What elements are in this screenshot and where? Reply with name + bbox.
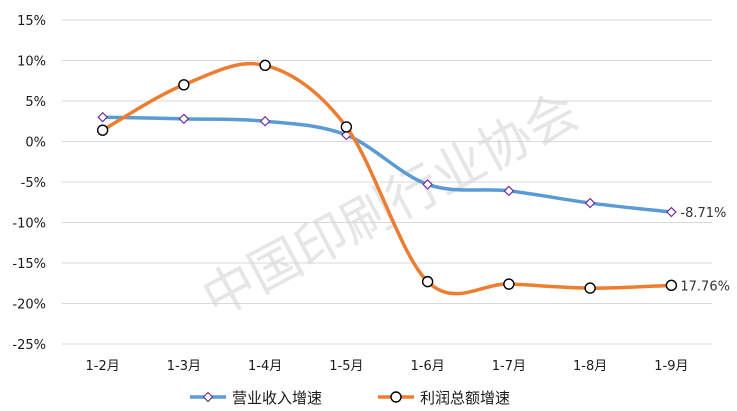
- y-tick-label: 15%: [17, 14, 46, 29]
- legend-item-2: 利润总额增速: [378, 389, 510, 407]
- data-point-circle: [259, 59, 271, 72]
- legend-marker-circle: [390, 391, 402, 403]
- data-point-circle: [665, 279, 678, 292]
- data-point-circle: [96, 124, 109, 136]
- y-tick-label: 5%: [25, 95, 46, 110]
- legend-item-1: 营业收入增速: [190, 389, 322, 407]
- watermark: 中国印刷行业协会: [193, 81, 588, 329]
- series-layer: -8.71% 17.76%: [96, 59, 730, 296]
- data-point-diamond: [97, 111, 108, 123]
- legend-label: 利润总额增速: [420, 389, 510, 407]
- x-tick-label: 1-7月: [492, 359, 526, 374]
- y-tick-label: -25%: [12, 338, 46, 353]
- data-point-diamond: [422, 179, 433, 190]
- data-point-diamond: [259, 115, 271, 127]
- x-axis: 1-2月 1-3月 1-4月 1-5月 1-6月 1-7月 1-8月 1-9月: [86, 359, 689, 374]
- y-tick-label: -10%: [12, 217, 46, 232]
- series-line: [100, 115, 674, 214]
- gridlines: [62, 19, 712, 345]
- y-axis: 15% 10% 5% 0% -5% -10% -15% -20% -25%: [12, 14, 46, 353]
- data-point-circle: [421, 275, 434, 288]
- series-2: 17.76%: [96, 59, 730, 296]
- series-line: [100, 61, 674, 296]
- data-point-diamond: [666, 206, 677, 218]
- legend-marker-diamond: [202, 391, 214, 403]
- data-point-diamond: [503, 185, 515, 197]
- data-point-circle: [340, 121, 353, 133]
- data-point-diamond: [584, 197, 596, 209]
- y-tick-label: -5%: [21, 176, 46, 191]
- x-tick-label: 1-8月: [573, 359, 607, 374]
- x-tick-label: 1-2月: [86, 359, 120, 374]
- legend-label: 营业收入增速: [232, 389, 322, 407]
- legend: 营业收入增速 利润总额增速: [190, 389, 510, 407]
- y-tick-label: 0%: [25, 136, 46, 151]
- data-point-circle: [503, 278, 515, 290]
- y-tick-label: -15%: [12, 257, 46, 272]
- y-tick-label: -20%: [12, 298, 46, 313]
- x-tick-label: 1-4月: [248, 359, 282, 374]
- data-point-diamond: [178, 113, 190, 125]
- x-tick-label: 1-9月: [654, 359, 688, 374]
- data-point-circle: [584, 282, 596, 294]
- series-1: -8.71%: [97, 111, 726, 221]
- x-tick-label: 1-3月: [167, 359, 201, 374]
- x-tick-label: 1-5月: [329, 359, 363, 374]
- y-tick-label: 10%: [17, 55, 46, 70]
- end-data-label: 17.76%: [680, 279, 730, 294]
- end-data-label: -8.71%: [680, 206, 726, 221]
- x-tick-label: 1-6月: [411, 359, 445, 374]
- data-point-circle: [178, 79, 190, 91]
